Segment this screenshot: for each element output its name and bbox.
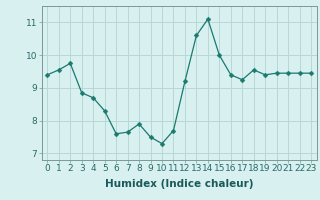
X-axis label: Humidex (Indice chaleur): Humidex (Indice chaleur) (105, 179, 253, 189)
